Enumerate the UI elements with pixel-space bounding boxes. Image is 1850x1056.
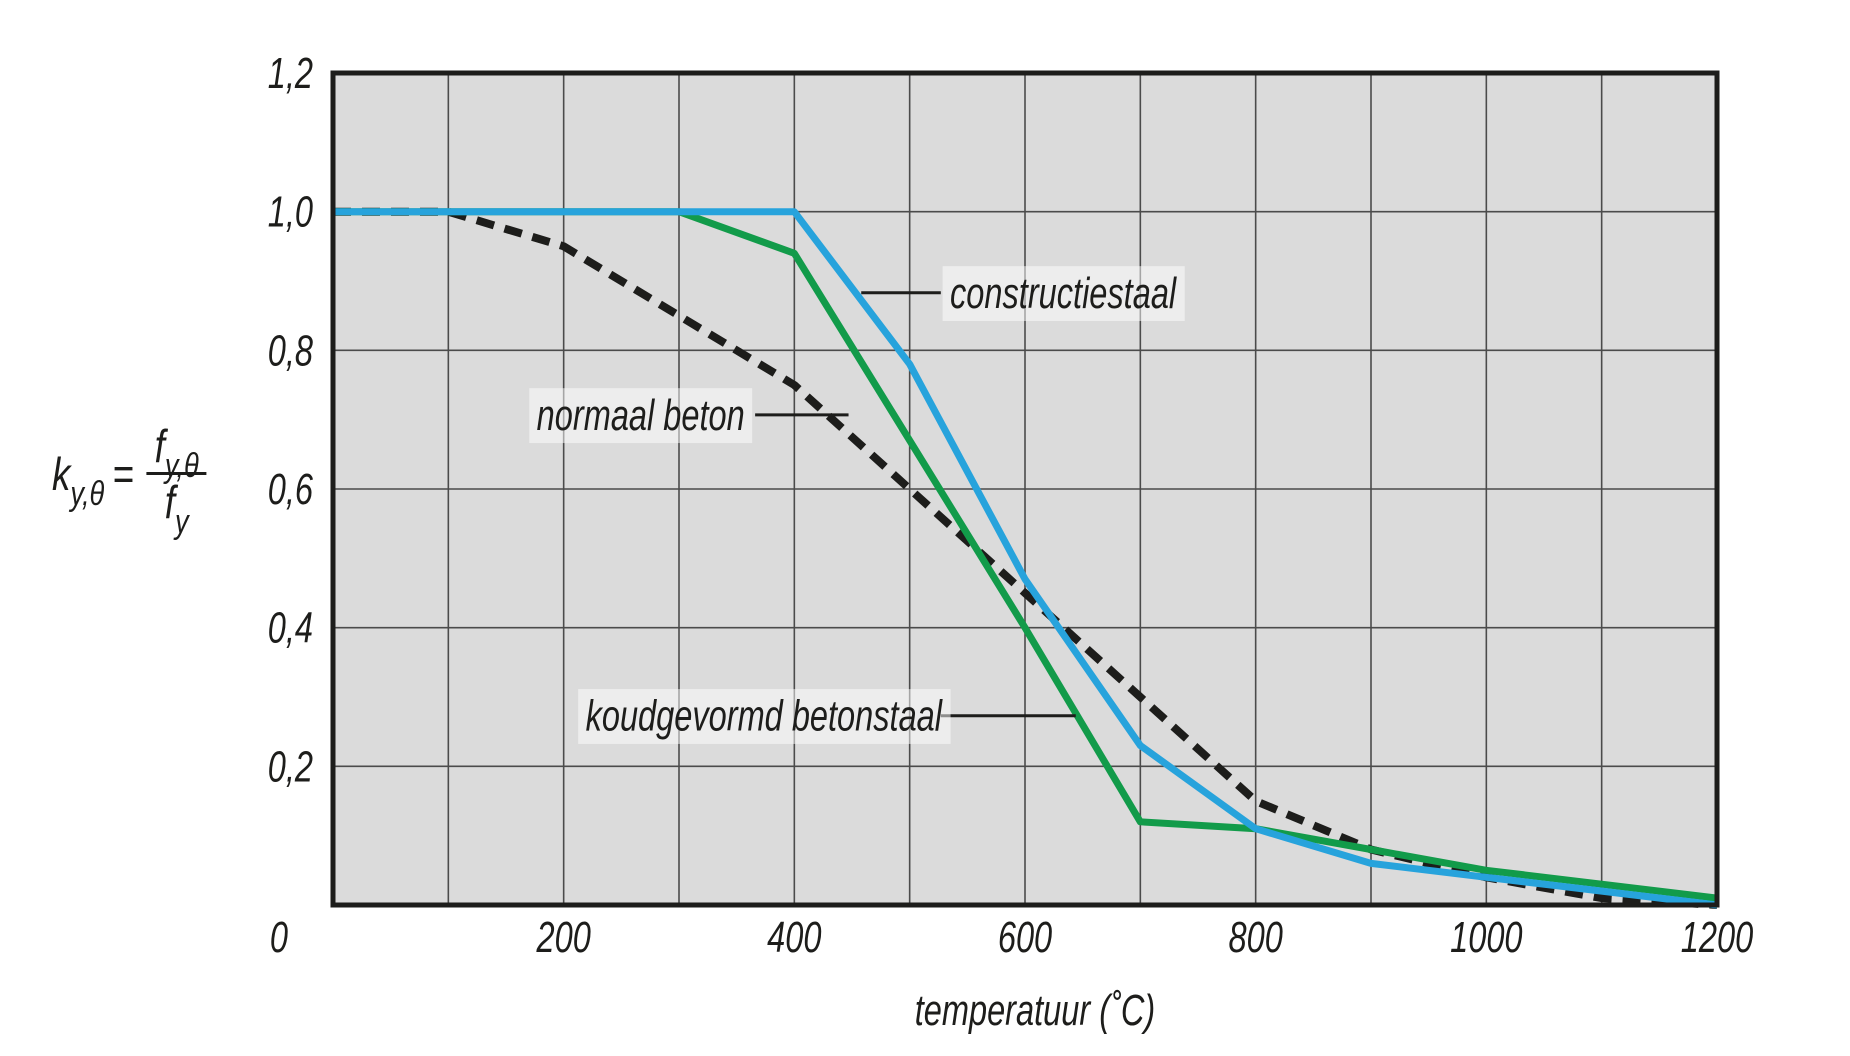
curve-label: koudgevormd betonstaal [586, 692, 944, 741]
y-axis-tick-labels: 0,2 0,4 0,6 0,8 1,0 1,2 [268, 49, 314, 791]
series-curves [333, 207, 1718, 909]
curve-labels: constructiestaal normaal beton koudgevormd… [529, 266, 1185, 744]
y-tick-label-group: 0,6 [268, 465, 314, 514]
y-tick-label: 0,4 [268, 604, 313, 653]
x-tick-label-group: 1200 [1681, 913, 1754, 962]
x-tick-label: 0 [270, 913, 289, 962]
x-tick-label: 200 [536, 913, 592, 962]
formula-equals-sign: = [112, 448, 134, 501]
x-tick-label: 600 [998, 913, 1053, 962]
curve-label-backdrop [529, 388, 753, 444]
x-tick-label-group: 1000 [1450, 913, 1523, 962]
formula-denominator: fy [164, 475, 189, 540]
curve-label-group: normaal beton [529, 388, 753, 444]
formula-numerator: fy,θ [146, 420, 207, 484]
y-tick-label: 0,2 [268, 743, 313, 792]
x-axis-title: temperatuur (˚C) [915, 986, 1156, 1035]
y-tick-label: 1,2 [268, 49, 313, 98]
x-tick-label: 800 [1229, 913, 1284, 962]
curve-label: normaal beton [537, 391, 745, 440]
y-tick-label-group: 1,0 [268, 188, 314, 237]
formula-numerator-subscript: y,θ [164, 447, 199, 485]
y-tick-label: 0,8 [268, 327, 314, 376]
x-tick-label-group: 600 [998, 913, 1053, 962]
formula-denominator-subscript: y [174, 503, 189, 542]
x-axis-tick-labels: 0 200 400 600 800 1000 1200 [270, 913, 1754, 962]
curve-label-group: constructiestaal [942, 266, 1185, 322]
formula-denominator-base: f [164, 476, 175, 529]
series-line-constructiestaal [333, 208, 1718, 909]
x-tick-label-group: 400 [767, 913, 822, 962]
y-tick-label-group: 1,2 [268, 49, 313, 98]
curve-label-backdrop [578, 689, 951, 744]
x-tick-label: 1000 [1450, 913, 1523, 962]
formula-lhs: ky,θ [52, 447, 104, 513]
formula-lhs-base: k [52, 448, 71, 501]
formula-fraction: fy,θ fy [146, 420, 207, 540]
y-tick-label-group: 0,4 [268, 604, 313, 653]
x-tick-label-group: 200 [536, 913, 592, 962]
y-tick-label: 1,0 [268, 188, 314, 237]
x-tick-label-group: 800 [1229, 913, 1284, 962]
y-tick-label: 0,6 [268, 465, 314, 514]
formula-numerator-base: f [154, 420, 165, 472]
x-axis-title-group: temperatuur (˚C) [915, 986, 1156, 1035]
y-tick-label-group: 0,8 [268, 327, 314, 376]
curve-label-group: koudgevormd betonstaal [578, 689, 951, 744]
plot-border [330, 70, 1720, 908]
y-tick-label-group: 0,2 [268, 743, 313, 792]
y-axis-formula: ky,θ = fy,θ fy [52, 420, 207, 540]
curve-label: constructiestaal [950, 269, 1177, 318]
x-axis-title-group: temperatuur (˚C) [915, 986, 1156, 1035]
x-tick-label-group: 0 [270, 913, 289, 962]
x-tick-label: 400 [767, 913, 822, 962]
formula-lhs-subscript: y,θ [70, 475, 105, 514]
curve-label-backdrop [942, 266, 1185, 322]
x-tick-label: 1200 [1681, 913, 1754, 962]
